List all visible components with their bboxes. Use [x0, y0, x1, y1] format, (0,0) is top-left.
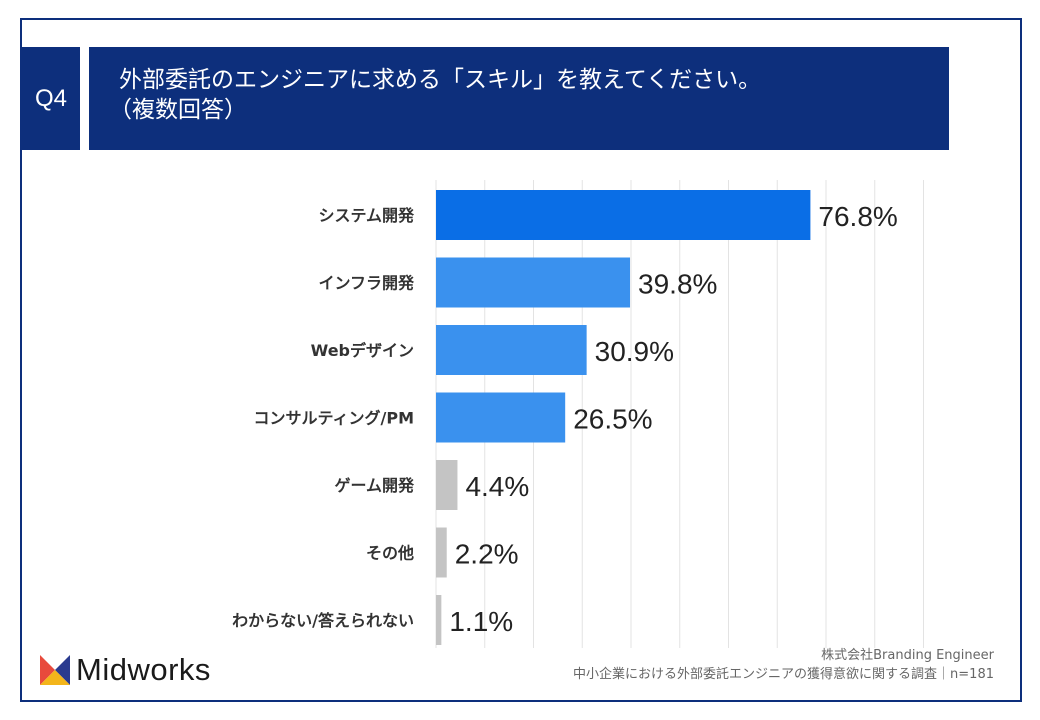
brand-logo: Midworks [40, 652, 211, 688]
bar [436, 460, 458, 510]
category-label: システム開発 [318, 206, 415, 225]
midworks-m-icon [40, 655, 70, 685]
value-label: 30.9% [595, 336, 674, 367]
bar [436, 257, 631, 308]
category-label: コンサルティング/PM [253, 409, 414, 428]
value-label: 39.8% [638, 269, 717, 300]
footer-company: 株式会社Branding Engineer [821, 648, 994, 663]
chart-subtitle: （複数回答） [109, 97, 247, 123]
bar [436, 595, 442, 645]
bar [436, 392, 566, 443]
value-label: 4.4% [465, 471, 529, 502]
value-label: 26.5% [573, 404, 652, 435]
value-label: 1.1% [449, 606, 513, 637]
category-label: その他 [366, 544, 414, 563]
labels: システム開発 76.8% インフラ開発 39.8% Webデザイン 30.9% コンサルティ… [232, 201, 898, 637]
bars [436, 190, 811, 645]
brand-name: Midworks [76, 652, 211, 687]
category-label: インフラ開発 [318, 274, 415, 293]
category-label: ゲーム開発 [334, 476, 415, 495]
bar [436, 190, 811, 240]
value-label: 2.2% [455, 539, 519, 570]
footer-survey: 中小企業における外部委託エンジニアの獲得意欲に関する調査｜n=181 [573, 667, 994, 682]
value-label: 76.8% [818, 201, 897, 232]
chart-title: 外部委託のエンジニアに求める「スキル」を教えてください。 [119, 67, 762, 93]
title-banner: 外部委託のエンジニアに求める「スキル」を教えてください。 （複数回答） [89, 47, 949, 150]
bar [436, 527, 447, 578]
category-label: Webデザイン [311, 341, 414, 360]
footer-source: 株式会社Branding Engineer 中小企業における外部委託エンジニアの… [573, 646, 994, 684]
question-number: Q4 [22, 47, 80, 150]
bar [436, 325, 587, 375]
chart-frame: Q4 外部委託のエンジニアに求める「スキル」を教えてください。 （複数回答） [20, 18, 1022, 702]
category-label: わからない/答えられない [232, 611, 414, 630]
